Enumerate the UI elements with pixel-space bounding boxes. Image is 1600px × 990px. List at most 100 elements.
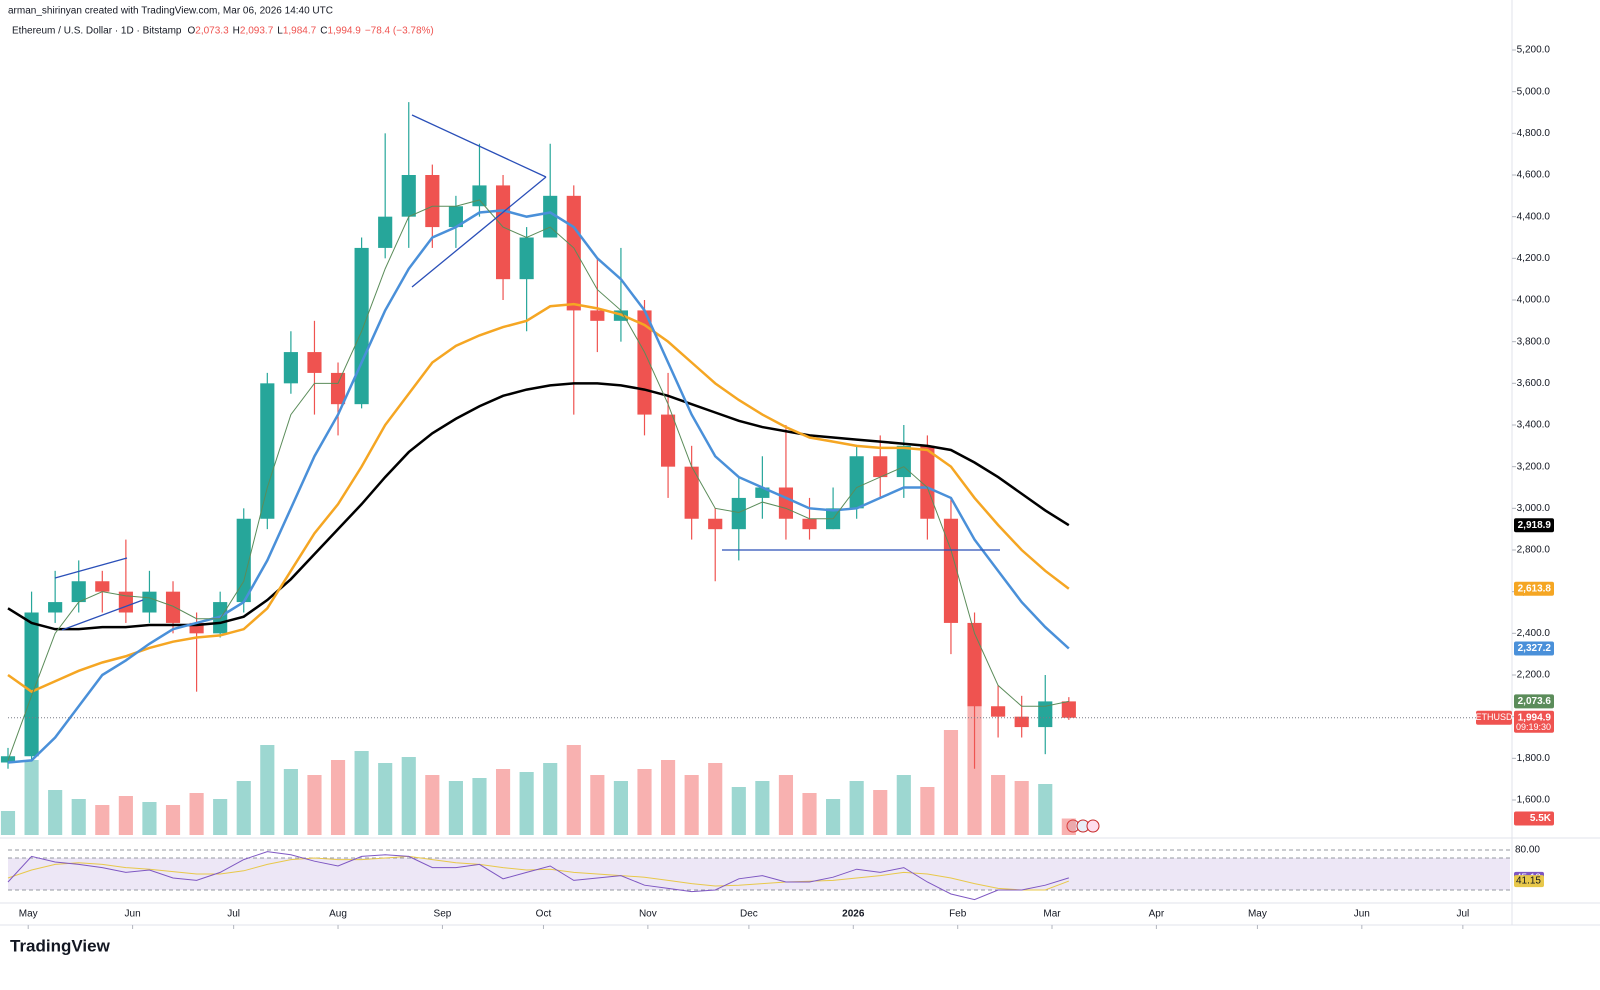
volume-bar [637,769,652,835]
candle-body [378,216,393,248]
moving-average [7,209,1070,764]
x-tick-label: Sep [434,909,452,920]
volume-bar [943,730,959,835]
volume-last-value: 5.5K [1530,813,1552,824]
y-tick-label: 3,200.0 [1517,461,1551,472]
candle-body [991,706,1006,717]
credit: arman_shirinyan created with TradingView… [8,6,333,17]
volume-bar [849,781,864,835]
trend-line [61,599,144,631]
volume-bar [755,781,770,835]
volume-last-value-bg [1514,811,1554,826]
x-tick-label: 2026 [842,909,865,920]
candle-body [896,445,911,478]
y-tick-label: 5,000.0 [1517,86,1551,97]
price-badge-bg [1514,710,1554,733]
trend-line [411,176,547,288]
volume-bar [354,751,369,835]
volume-bar [378,763,393,835]
volume-bar [495,769,511,835]
y-tick-label: 3,600.0 [1517,378,1551,389]
ma-last-value: 2,073.6 [1518,696,1552,707]
volume-bar [920,787,935,835]
volume-bar [307,775,322,835]
volume-bar [1014,781,1029,835]
candle-body [543,195,558,238]
candle-body [495,185,511,280]
event-icon [1086,819,1100,833]
x-tick-label: Feb [949,909,967,920]
candle-body [755,487,770,498]
candle-body [472,185,487,207]
ohlc-key: H [233,26,240,37]
volume-bar [519,772,534,835]
volume-bar [142,802,157,835]
y-tick-label: 4,800.0 [1517,128,1551,139]
volume-bar [802,793,817,835]
candle-body [660,414,676,467]
candle-body [1038,701,1053,728]
moving-average [7,199,1069,761]
candle-body [519,237,534,280]
candle-body [566,195,581,311]
x-tick-label: Jun [125,909,141,920]
volume-bar [826,799,841,835]
volume-bar [71,799,86,835]
candle-body [48,602,63,613]
volume-bar [873,790,888,835]
x-tick-label: May [1248,909,1267,920]
x-tick-label: Nov [639,909,657,920]
trend-line [54,557,128,579]
candle-body [1014,716,1029,728]
volume-bar [472,778,487,835]
volume-bar [118,796,133,835]
trend-line [411,114,547,178]
x-tick-label: Oct [536,909,552,920]
candle-body [684,466,699,519]
ma-last-value: 2,327.2 [1518,643,1552,654]
y-tick-label: 3,400.0 [1517,420,1551,431]
ohlc-value: 1,984.7 [283,26,317,37]
x-tick-label: Apr [1149,909,1165,920]
ohlc-key: L [277,26,283,37]
y-tick-label: 2,400.0 [1517,628,1551,639]
volume-bar [731,787,746,835]
x-tick-label: Aug [329,909,347,920]
ma-last-value: 2,613.8 [1518,583,1552,594]
ma-last-value: 2,918.9 [1518,520,1552,531]
volume-bar [708,763,723,835]
candle-body [165,591,181,623]
x-tick-label: Dec [740,909,758,920]
symbol-badge: ETHUSD [1475,712,1513,722]
volume-bar [24,760,39,835]
candle-body [778,487,794,519]
ma-last-value-bg [1514,694,1554,709]
y-tick-label: 2,800.0 [1517,545,1551,556]
volume-bar [48,790,63,835]
candle-body [731,497,746,530]
candle-body [142,591,157,613]
candle-body [802,518,817,530]
y-tick-label: 4,200.0 [1517,253,1551,264]
rsi-ma-value-bg [1514,875,1544,888]
volume-bar [260,745,275,835]
volume-bar [283,769,298,835]
volume-bar [425,775,440,835]
volume-bar [613,781,628,835]
price-badge-value: 1,994.9 [1518,712,1552,723]
ohlc-value: 1,994.9 [327,26,361,37]
ma-last-value-bg [1514,518,1554,533]
symbol-badge-bg [1476,710,1512,725]
x-tick-label: Jul [227,909,240,920]
candle-body [967,622,982,707]
x-tick-label: Mar [1043,909,1061,920]
volume-bar [401,757,416,835]
y-tick-label: 3,800.0 [1517,336,1551,347]
ohlc-key: C [320,26,327,37]
candle-body [873,456,888,478]
y-tick-label: 4,400.0 [1517,211,1551,222]
x-tick-label: Jun [1354,909,1370,920]
candle-body [401,175,416,217]
